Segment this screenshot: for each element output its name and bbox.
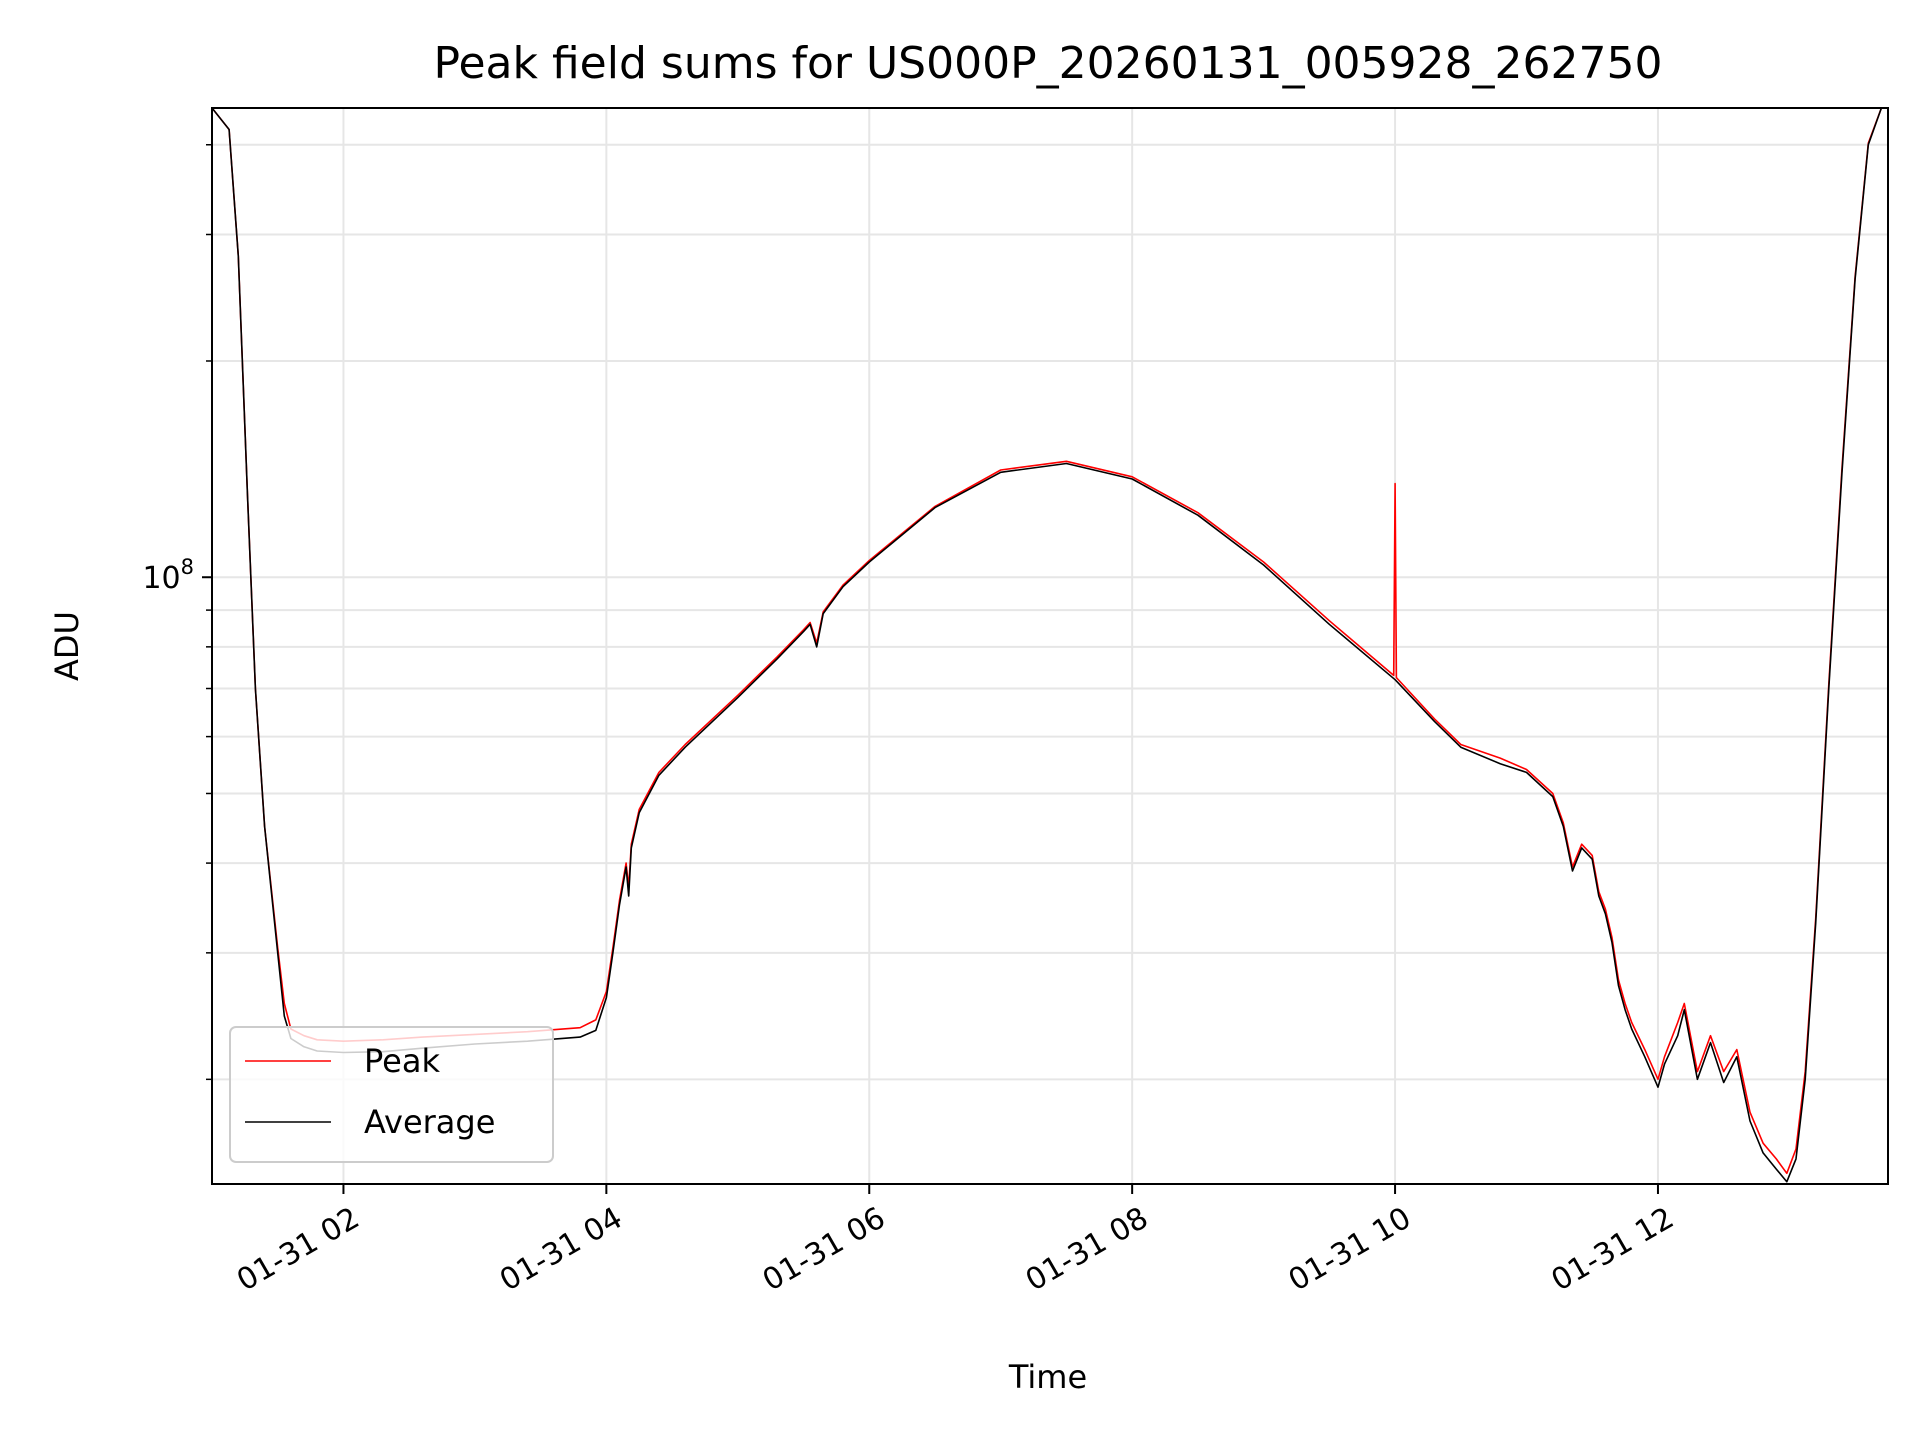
y-tick-label: 108 [142,555,194,596]
plot-frame [211,107,1889,1185]
legend: Peak Average [229,1026,554,1163]
y-axis-label: ADU [48,611,86,681]
chart-title: Peak field sums for US000P_20260131_0059… [434,38,1663,89]
legend-label-average: Average [364,1103,495,1141]
legend-label-peak: Peak [364,1042,440,1080]
x-axis-label: Time [1008,1358,1087,1396]
